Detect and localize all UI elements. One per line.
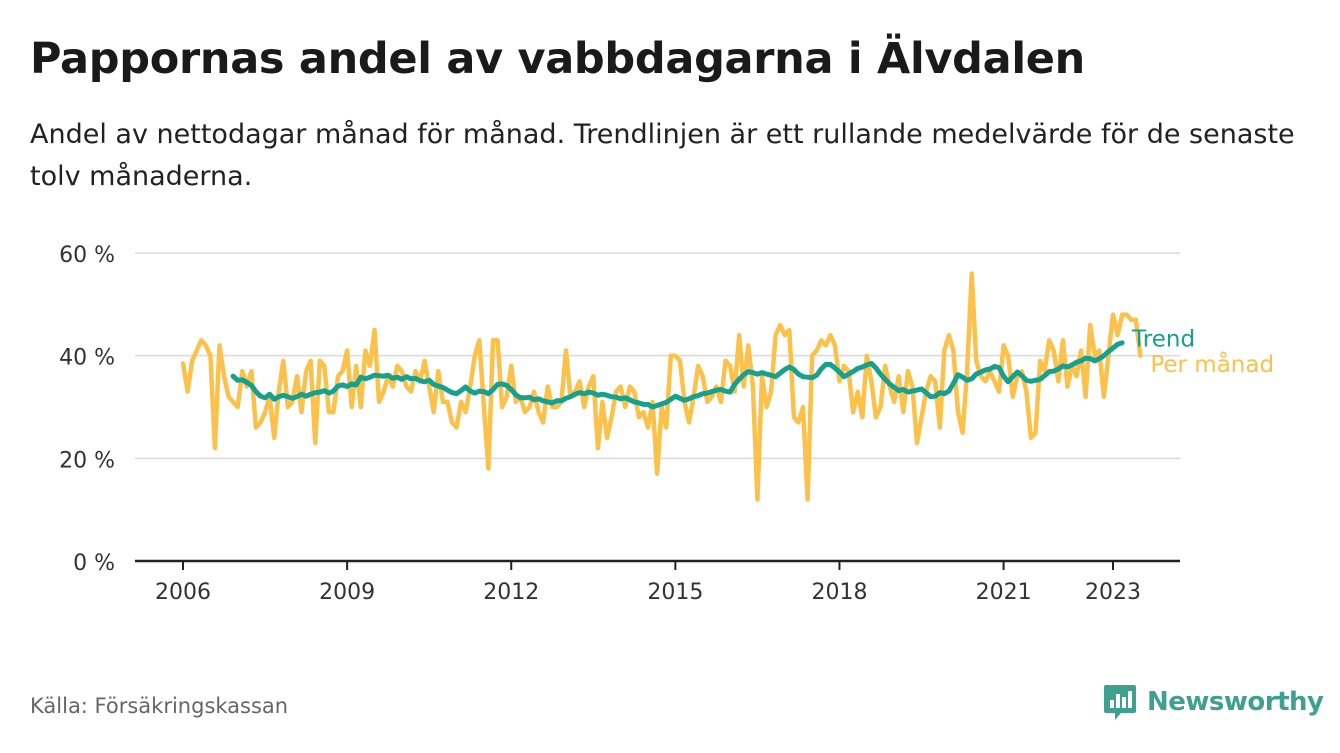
gridlines: [135, 252, 1180, 563]
y-tick-label: 60 %: [59, 243, 115, 268]
newsworthy-logo-icon: [1104, 685, 1136, 720]
x-tick-label: 2018: [811, 580, 867, 605]
y-tick-label: 20 %: [59, 448, 115, 473]
series-label-monthly: Per månad: [1150, 350, 1274, 378]
y-axis-ticks: 0 % 20 % 40 % 60 %: [59, 243, 115, 576]
x-tick-label: 2015: [647, 580, 703, 605]
series-lines: [180, 271, 1143, 502]
chart-title: Pappornas andel av vabbdagarna i Älvdale…: [30, 34, 1085, 84]
x-tick-label: 2023: [1085, 580, 1141, 605]
series-label-trend: Trend: [1131, 326, 1195, 352]
y-tick-label: 0 %: [73, 551, 115, 576]
brand-name: Newsworthy: [1147, 687, 1324, 717]
chart-subtitle: Andel av nettodagar månad för månad. Tre…: [30, 119, 1295, 192]
x-tick-label: 2012: [483, 580, 539, 605]
x-axis-ticks: 2006 2009 2012 2015 2018 2021 2023: [155, 561, 1141, 605]
x-tick-label: 2006: [155, 580, 211, 605]
line-chart: 0 % 20 % 40 % 60 % 2006 2009 2012 2015 2018 2021…: [59, 243, 1274, 605]
series-line-trend: [230, 340, 1125, 410]
x-tick-label: 2009: [319, 580, 375, 605]
series-line-monthly: [180, 271, 1143, 502]
source-note: Källa: Försäkringskassan: [30, 694, 289, 718]
x-tick-label: 2021: [976, 580, 1032, 605]
y-tick-label: 40 %: [59, 346, 115, 371]
brand-logo: Newsworthy: [1103, 683, 1324, 721]
